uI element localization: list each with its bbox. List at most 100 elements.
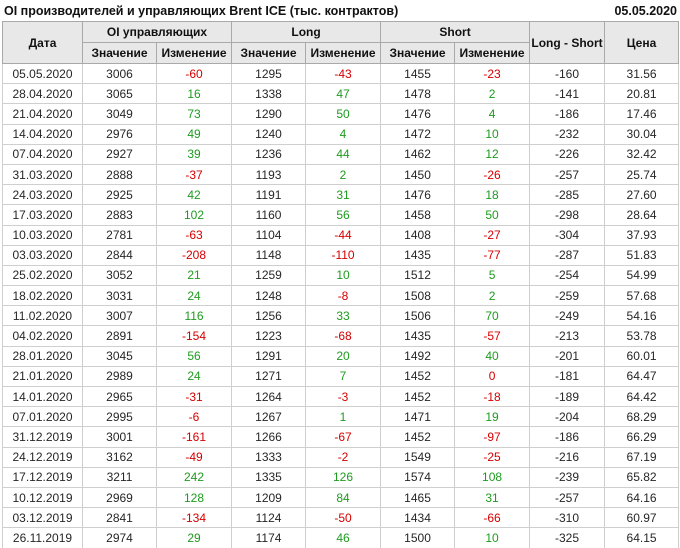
short_value-cell: 1455 [380, 62, 456, 85]
oi_change-cell: -60 [155, 62, 233, 85]
table-row: 05.05.2020 3006 -60 1295 -43 1455 -23 -160 31.56 [2, 62, 680, 85]
short_value-cell: 1476 [380, 184, 456, 206]
page-title: OI производителей и управляющих Brent IC… [4, 3, 399, 18]
oi_value-cell: 3211 [82, 466, 157, 488]
oi_change-cell: 49 [155, 123, 233, 145]
short_change-cell: -25 [454, 446, 531, 468]
price-cell: 66.29 [604, 426, 680, 448]
oi_value-cell: 3045 [82, 345, 157, 367]
price-cell: 67.19 [604, 446, 680, 468]
price-cell: 51.83 [604, 244, 680, 266]
long_short-cell: -213 [529, 325, 606, 347]
price-cell: 25.74 [604, 163, 680, 186]
long_value-cell: 1271 [231, 365, 307, 388]
price-cell: 31.56 [604, 62, 680, 85]
long_short-cell: -239 [529, 466, 606, 488]
col-header-date: Дата [2, 21, 83, 64]
price-cell: 60.01 [604, 345, 680, 367]
long_short-cell: -310 [529, 507, 606, 529]
long_change-cell: 84 [305, 486, 382, 509]
short_value-cell: 1450 [380, 163, 456, 186]
price-cell: 64.15 [604, 527, 680, 548]
oi_value-cell: 3049 [82, 103, 157, 125]
oi_change-cell: 128 [155, 486, 233, 509]
date-cell: 26.11.2019 [2, 527, 83, 548]
price-cell: 20.81 [604, 83, 680, 105]
long_change-cell: 46 [305, 527, 382, 548]
long_short-cell: -226 [529, 143, 606, 165]
short_value-cell: 1462 [380, 143, 456, 165]
table-row: 04.02.2020 2891 -154 1223 -68 1435 -57 -213 53.7… [2, 325, 680, 347]
table-row: 03.12.2019 2841 -134 1124 -50 1434 -66 -310 60.9… [2, 507, 680, 529]
short_change-cell: -18 [454, 385, 531, 408]
long_short-cell: -201 [529, 345, 606, 367]
table-row: 28.04.2020 3065 16 1338 47 1478 2 -141 20.81 [2, 83, 680, 105]
short_change-cell: -27 [454, 224, 531, 246]
price-cell: 54.16 [604, 305, 680, 327]
short_value-cell: 1508 [380, 285, 456, 307]
oi_change-cell: 24 [155, 365, 233, 388]
col-header-oi-change: Изменение [155, 42, 233, 64]
date-cell: 18.02.2020 [2, 285, 83, 307]
table-row: 07.01.2020 2995 -6 1267 1 1471 19 -204 68.29 [2, 406, 680, 428]
table-row: 31.12.2019 3001 -161 1266 -67 1452 -97 -186 66.2… [2, 426, 680, 448]
short_change-cell: 108 [454, 466, 531, 488]
short_change-cell: -57 [454, 325, 531, 347]
short_change-cell: 0 [454, 365, 531, 388]
long_value-cell: 1209 [231, 486, 307, 509]
date-cell: 10.03.2020 [2, 224, 83, 246]
long_change-cell: 7 [305, 365, 382, 388]
long_value-cell: 1240 [231, 123, 307, 145]
table-row: 25.02.2020 3052 21 1259 10 1512 5 -254 54.99 [2, 264, 680, 287]
long_change-cell: 2 [305, 163, 382, 186]
oi_value-cell: 2891 [82, 325, 157, 347]
price-cell: 37.93 [604, 224, 680, 246]
date-cell: 07.01.2020 [2, 406, 83, 428]
table-row: 21.04.2020 3049 73 1290 50 1476 4 -186 17.46 [2, 103, 680, 125]
title-bar: OI производителей и управляющих Brent IC… [0, 0, 680, 21]
table-row: 21.01.2020 2989 24 1271 7 1452 0 -181 64.47 [2, 365, 680, 388]
oi_value-cell: 3006 [82, 62, 157, 85]
date-cell: 10.12.2019 [2, 486, 83, 509]
short_change-cell: 40 [454, 345, 531, 367]
oi_change-cell: 42 [155, 184, 233, 206]
oi_change-cell: -31 [155, 385, 233, 408]
oi_value-cell: 2965 [82, 385, 157, 408]
price-cell: 60.97 [604, 507, 680, 529]
long_short-cell: -186 [529, 426, 606, 448]
long_value-cell: 1290 [231, 103, 307, 125]
date-cell: 07.04.2020 [2, 143, 83, 165]
date-cell: 14.04.2020 [2, 123, 83, 145]
date-cell: 04.02.2020 [2, 325, 83, 347]
oi_change-cell: 24 [155, 285, 233, 307]
short_change-cell: 31 [454, 486, 531, 509]
short_change-cell: 5 [454, 264, 531, 287]
col-header-long-value: Значение [231, 42, 307, 64]
long_value-cell: 1191 [231, 184, 307, 206]
long_short-cell: -204 [529, 406, 606, 428]
short_change-cell: -26 [454, 163, 531, 186]
long_short-cell: -232 [529, 123, 606, 145]
oi_change-cell: 116 [155, 305, 233, 327]
col-group-oi: OI управляющих [81, 21, 233, 43]
price-cell: 64.47 [604, 365, 680, 388]
short_value-cell: 1492 [380, 345, 456, 367]
short_change-cell: -66 [454, 507, 531, 529]
long_value-cell: 1223 [231, 325, 307, 347]
short_value-cell: 1452 [380, 365, 456, 388]
long_short-cell: -287 [529, 244, 606, 266]
price-cell: 27.60 [604, 184, 680, 206]
oi_value-cell: 2781 [82, 224, 157, 246]
oi_value-cell: 2925 [82, 184, 157, 206]
short_value-cell: 1506 [380, 305, 456, 327]
table-row: 10.03.2020 2781 -63 1104 -44 1408 -27 -304 37.93 [2, 224, 680, 246]
col-header-short-value: Значение [380, 42, 456, 64]
long_change-cell: 4 [305, 123, 382, 145]
short_change-cell: 18 [454, 184, 531, 206]
oi_value-cell: 2844 [82, 244, 157, 266]
oi_value-cell: 2927 [82, 143, 157, 165]
oi_change-cell: 102 [155, 204, 233, 226]
short_change-cell: -77 [454, 244, 531, 266]
long_short-cell: -259 [529, 285, 606, 307]
